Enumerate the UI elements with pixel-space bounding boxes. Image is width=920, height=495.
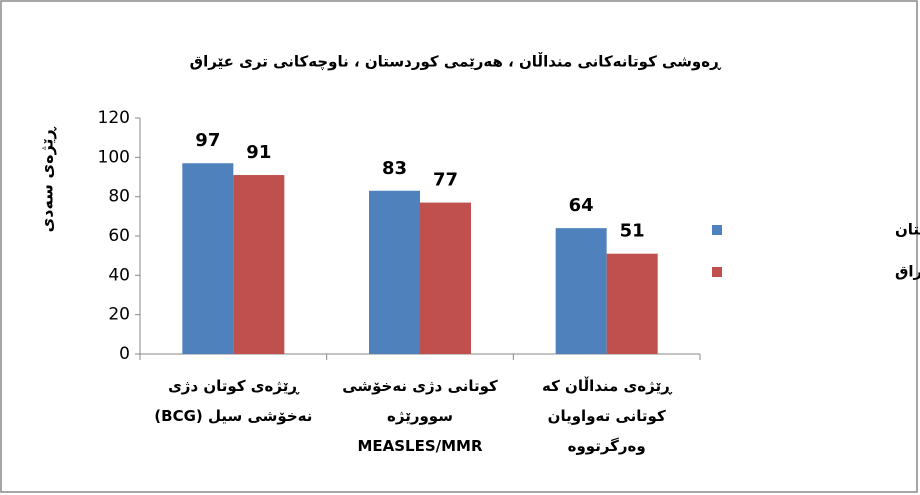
x-tick-label: ڕێژەی منداڵان کە کوتانی تەواویان وەرگرتووە: [542, 376, 673, 455]
y-tick-label: 0: [119, 344, 130, 364]
legend-label: هەرێمی کوردستان: [895, 221, 920, 239]
data-label: 97: [195, 130, 220, 151]
bar: [420, 202, 471, 354]
bar: [182, 163, 234, 354]
chart-title: ڕەوشی کوتانەکانی منداڵان ، هەرێمی کوردست…: [190, 52, 722, 72]
data-label: 64: [569, 195, 594, 216]
y-tick-label: 60: [108, 226, 130, 246]
bar: [369, 190, 420, 354]
y-tick-label: 100: [98, 147, 130, 167]
bar: [233, 175, 285, 354]
legend-swatch: [712, 225, 722, 235]
legend-swatch: [712, 267, 722, 277]
y-tick-label: 40: [108, 265, 130, 285]
data-label: 77: [433, 170, 458, 191]
data-label: 91: [246, 142, 271, 163]
data-label: 51: [620, 221, 645, 242]
legend-label: ناوچەکانی تری عێراق: [895, 263, 920, 282]
x-tick-label: کوتانی دژی نەخۆشی سوورێژە MEASLES/MMR: [342, 377, 498, 455]
x-tick-label: ڕێژەی کوتان دژی نەخۆشی سیل (BCG): [154, 377, 312, 425]
y-axis-label: ڕێژەی سەدی: [38, 125, 57, 232]
y-tick-label: 20: [108, 305, 130, 325]
data-label: 83: [382, 158, 407, 179]
y-tick-label: 120: [98, 108, 130, 128]
y-tick-label: 80: [108, 187, 130, 207]
bar: [606, 253, 658, 354]
bar: [555, 228, 607, 354]
